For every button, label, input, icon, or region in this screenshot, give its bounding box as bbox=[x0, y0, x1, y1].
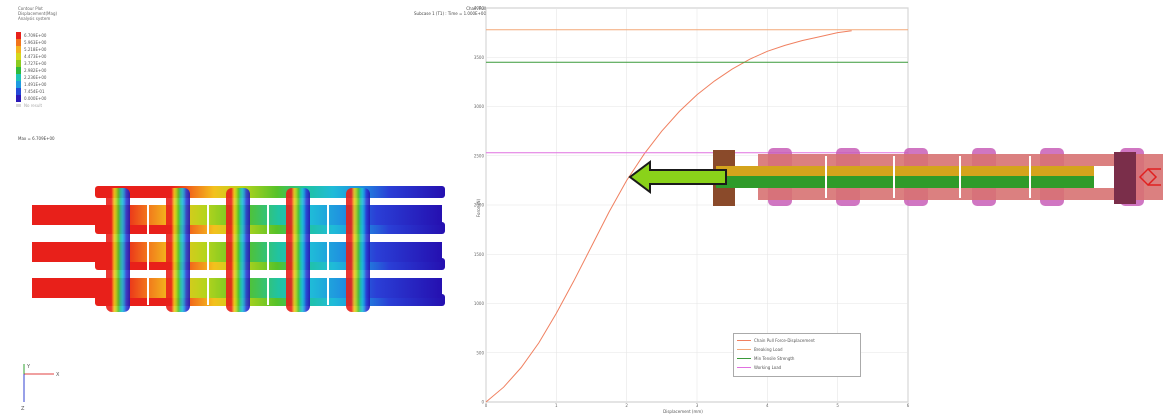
y-tick-label: 1000 bbox=[474, 301, 485, 306]
y-tick-label: 3000 bbox=[474, 104, 485, 109]
contour-legend-scale: 6.709E+00 5.963E+00 5.218E+00 4.473E+00 3.72… bbox=[16, 32, 46, 109]
legend-color-swatch bbox=[16, 95, 21, 102]
model-info-subcase: Subcase 1 (T1) : Time = 1.000E+00 bbox=[414, 11, 486, 16]
legend-scale-row: 4.473E+00 bbox=[16, 53, 46, 60]
legend-value: 4.473E+00 bbox=[24, 54, 47, 59]
contour-result-type: Displacement(Mag) bbox=[18, 11, 58, 16]
chart-legend-swatch bbox=[737, 340, 751, 341]
x-tick-label: 3 bbox=[696, 403, 699, 408]
chain-side-view-inset bbox=[628, 148, 1163, 206]
legend-color-swatch bbox=[16, 39, 21, 46]
legend-color-swatch bbox=[16, 53, 21, 60]
inset-gap bbox=[1094, 166, 1114, 188]
legend-value: 3.727E+00 bbox=[24, 61, 47, 66]
y-tick-label: 4000 bbox=[474, 6, 485, 11]
triad-y-label: Y bbox=[26, 364, 31, 370]
legend-scale-row: 2.236E+00 bbox=[16, 74, 46, 81]
chart-legend-entry: Breaking Load bbox=[737, 345, 857, 354]
x-tick-label: 5 bbox=[836, 403, 839, 408]
y-tick-label: 1500 bbox=[474, 252, 485, 257]
y-tick-label: 2000 bbox=[474, 203, 485, 208]
chain-plate-separators bbox=[147, 200, 329, 305]
x-axis-label: Displacement (mm) bbox=[663, 409, 703, 414]
legend-value: 6.709E+00 bbox=[24, 33, 47, 38]
pull-direction-arrow-icon bbox=[628, 160, 727, 194]
legend-scale-row: 1.491E+00 bbox=[16, 81, 46, 88]
legend-scale-row: 5.218E+00 bbox=[16, 46, 46, 53]
inset-pin-upper bbox=[716, 166, 1094, 176]
model-info-title: Chain Pull bbox=[466, 6, 486, 11]
legend-no-result-label: No result bbox=[24, 103, 43, 108]
legend-scale-row: 6.709E+00 bbox=[16, 32, 46, 39]
chart-legend-label: Min Tensile Strength bbox=[754, 356, 795, 361]
legend-value: 5.218E+00 bbox=[24, 47, 47, 52]
chart-legend-swatch bbox=[737, 358, 751, 359]
chart-legend-label: Breaking Load bbox=[754, 347, 783, 352]
legend-value: 5.963E+00 bbox=[24, 40, 47, 45]
legend-value: 0.000E+00 bbox=[24, 96, 47, 101]
legend-value: 1.491E+00 bbox=[24, 82, 47, 87]
legend-value: 2.982E+00 bbox=[24, 68, 47, 73]
legend-value: 7.454E-01 bbox=[24, 89, 45, 94]
chart-legend-entry: Working Load bbox=[737, 363, 857, 372]
legend-color-swatch bbox=[16, 46, 21, 53]
contour-title: Contour Plot bbox=[18, 6, 43, 11]
legend-scale-row: 0.000E+00 bbox=[16, 95, 46, 102]
model-info: Chain Pull Subcase 1 (T1) : Time = 1.000… bbox=[316, 6, 486, 16]
legend-color-swatch bbox=[16, 32, 21, 39]
chart-legend-swatch bbox=[737, 367, 751, 368]
chart-legend: Chain Pull Force-Displacement Breaking Lo… bbox=[733, 333, 861, 377]
triad-z-label: Z bbox=[21, 406, 25, 412]
legend-color-swatch bbox=[16, 81, 21, 88]
inset-separators bbox=[825, 156, 1031, 198]
chart-legend-entry: Min Tensile Strength bbox=[737, 354, 857, 363]
series-line-0 bbox=[485, 30, 852, 403]
chain-model-view[interactable] bbox=[0, 170, 460, 330]
inset-pin-lower bbox=[716, 176, 1094, 188]
x-tick-label: 2 bbox=[625, 403, 628, 408]
triad-x-label: X bbox=[56, 372, 60, 378]
legend-color-swatch bbox=[16, 74, 21, 81]
y-tick-label: 0 bbox=[481, 400, 484, 405]
x-tick-label: 6 bbox=[907, 403, 910, 408]
y-axis-label: Force (N) bbox=[476, 198, 481, 217]
inset-end-block bbox=[1114, 152, 1136, 204]
legend-scale-row: 2.982E+00 bbox=[16, 67, 46, 74]
y-tick-label: 2500 bbox=[474, 153, 485, 158]
inset-support-icon bbox=[1138, 167, 1161, 187]
legend-scale-row: 7.454E-01 bbox=[16, 88, 46, 95]
chart-legend-label: Working Load bbox=[754, 365, 782, 370]
legend-scale-row: 3.727E+00 bbox=[16, 60, 46, 67]
x-tick-label: 4 bbox=[766, 403, 769, 408]
y-tick-label: 3500 bbox=[474, 55, 485, 60]
chart-legend-label: Chain Pull Force-Displacement bbox=[754, 338, 815, 343]
contour-max-label: Max = 6.709E+00 bbox=[18, 136, 55, 141]
contour-header: Contour Plot Displacement(Mag) Analysis … bbox=[18, 6, 57, 21]
legend-color-swatch bbox=[16, 60, 21, 67]
legend-scale-row: 5.963E+00 bbox=[16, 39, 46, 46]
legend-no-result-row: No result bbox=[16, 102, 46, 109]
chain-rollers bbox=[106, 188, 370, 312]
chart-legend-entry: Chain Pull Force-Displacement bbox=[737, 336, 857, 345]
x-tick-label: 0 bbox=[485, 403, 488, 408]
x-tick-label: 1 bbox=[555, 403, 558, 408]
legend-no-result-swatch bbox=[16, 104, 21, 107]
legend-color-swatch bbox=[16, 67, 21, 74]
axis-triad: X Y Z bbox=[21, 364, 60, 412]
chart-legend-swatch bbox=[737, 349, 751, 350]
y-tick-label: 500 bbox=[476, 350, 484, 355]
legend-value: 2.236E+00 bbox=[24, 75, 47, 80]
legend-color-swatch bbox=[16, 88, 21, 95]
contour-system: Analysis system bbox=[18, 16, 51, 21]
